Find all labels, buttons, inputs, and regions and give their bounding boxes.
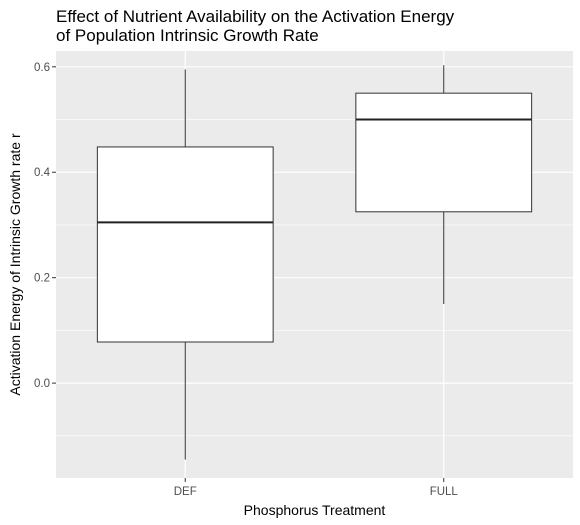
box-def xyxy=(96,69,274,460)
x-axis-ticks: DEF FULL xyxy=(174,478,459,498)
x-tick-label-def: DEF xyxy=(174,486,197,498)
x-axis-title: Phosphorus Treatment xyxy=(244,502,386,518)
chart-title-line-2: of Population Intrinsic Growth Rate xyxy=(56,26,319,45)
x-tick-label-full: FULL xyxy=(430,486,459,498)
iqr-box-def xyxy=(96,146,274,343)
y-tick-label-2: 0.4 xyxy=(34,167,51,179)
y-tick-label-1: 0.2 xyxy=(34,273,50,285)
y-axis-ticks: 0.0 0.2 0.4 0.6 xyxy=(34,62,56,390)
chart-title-line-1: Effect of Nutrient Availability on the A… xyxy=(56,7,455,26)
y-tick-label-3: 0.6 xyxy=(34,62,50,74)
y-tick-label-0: 0.0 xyxy=(34,378,50,390)
y-axis-title: Activation Energy of Intrinsic Growth ra… xyxy=(7,133,23,396)
box-full xyxy=(355,65,533,305)
iqr-box-full xyxy=(355,92,533,213)
box-group xyxy=(96,65,533,460)
